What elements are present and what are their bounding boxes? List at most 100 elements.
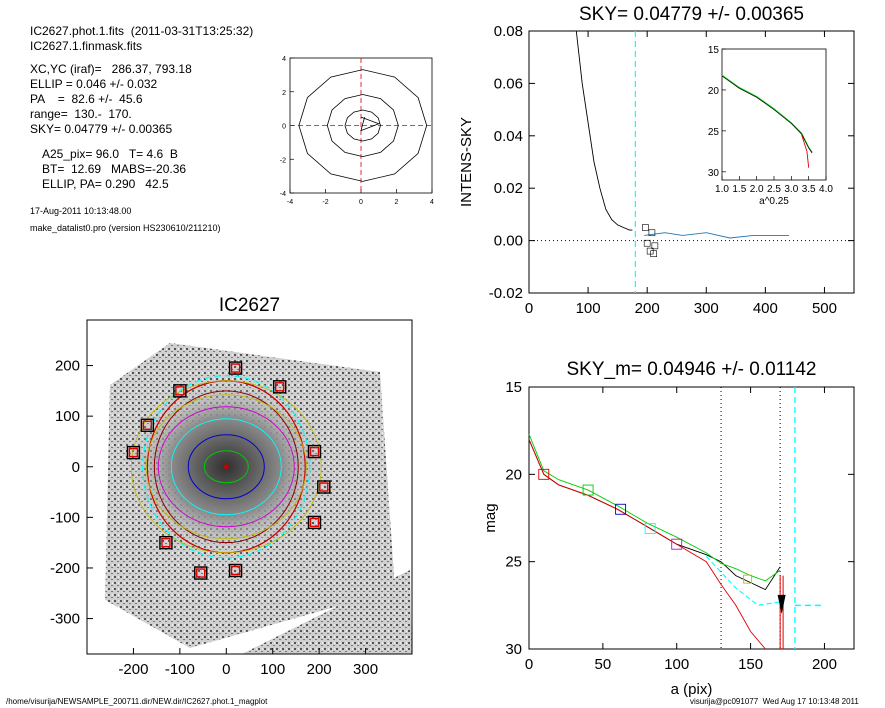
mag-plot-ylabel: mag — [482, 503, 499, 532]
sky-plot-frame — [528, 30, 855, 294]
mag-series-line — [528, 434, 781, 582]
sky-region-marker — [648, 229, 656, 237]
sky-series-line — [644, 232, 789, 239]
galaxy-ytick-label: 200 — [55, 358, 80, 375]
inset-xtick-label: 4.0 — [819, 184, 833, 195]
footer-user-date: visurija@pc091077 Wed Aug 17 10:13:48 20… — [690, 697, 859, 706]
inset-xtick-label: 3.5 — [802, 184, 816, 195]
sky-region-box-inner — [230, 363, 241, 373]
sky-ytick-label: 0.08 — [494, 23, 523, 40]
info-a25: A25_pix= 96.0 T= 4.6 B — [42, 147, 178, 161]
galaxy-xtick-label: 300 — [353, 661, 378, 678]
inset-frame — [721, 48, 827, 181]
sky-region-box-inner — [274, 382, 285, 392]
sky-region-box — [140, 418, 155, 432]
sky-series-line — [575, 30, 633, 231]
mag-marker-box — [644, 523, 656, 534]
mag-xtick-label: 0 — [525, 656, 533, 673]
inset-xtick-label: 2.5 — [767, 184, 781, 195]
info-date: 17-Aug-2011 10:13:48.00 — [30, 206, 132, 216]
mag-marker-box — [582, 484, 594, 496]
inset-ytick-label: 25 — [708, 127, 720, 138]
sky-xtick-label: 0 — [525, 300, 533, 317]
sky-region-marker — [643, 239, 651, 247]
mag-ytick-label: 20 — [505, 466, 522, 483]
mag-plot-frame — [528, 386, 855, 650]
info-bt: BT= 12.69 MABS=-20.36 — [42, 162, 187, 176]
center-ytick-label: 4 — [282, 56, 286, 63]
inset-xtick-label: 3.0 — [784, 184, 798, 195]
galaxy-isophote — [153, 390, 299, 544]
galaxy-center-marker — [223, 464, 229, 470]
galaxy-isophote — [157, 406, 295, 528]
center-xtick-label: -2 — [322, 199, 328, 206]
inset-green-line — [721, 74, 813, 153]
sky-region-marker — [646, 247, 654, 255]
center-contour — [298, 69, 428, 182]
center-contour — [344, 109, 381, 142]
mag-xtick-label: 100 — [664, 656, 689, 673]
sky-region-box-inner — [230, 565, 241, 576]
galaxy-xtick-label: 100 — [260, 661, 285, 678]
galaxy-ytick-label: -200 — [50, 560, 80, 577]
info-ellip-pa: ELLIP, PA= 0.290 42.5 — [42, 177, 169, 191]
sky-xtick-label: 100 — [576, 300, 601, 317]
sky-region-box-inner — [196, 568, 206, 578]
info-mask-line: IC2627.1.finmask.fits — [30, 39, 143, 53]
sky-region-box — [159, 535, 173, 550]
mag-ytick-label: 25 — [505, 554, 522, 571]
center-ytick-label: -4 — [280, 191, 286, 198]
sky-xtick-label: 400 — [753, 300, 778, 317]
galaxy-ytick-label: -100 — [50, 509, 80, 526]
mag-marker-box — [538, 468, 550, 480]
center-triangle — [360, 116, 380, 132]
sky-region-marker — [642, 224, 649, 231]
sky-xtick-label: 500 — [812, 300, 837, 317]
center-ytick-label: 2 — [282, 90, 286, 97]
center-contour — [326, 94, 399, 158]
sky-ytick-label: -0.02 — [489, 285, 523, 302]
sky-region-box-inner — [319, 482, 329, 492]
center-xtick-label: 4 — [430, 199, 434, 206]
inset-xlabel: a^0.25 — [759, 196, 789, 207]
inset-black-line — [721, 75, 813, 154]
galaxy-isophote — [170, 418, 282, 516]
galaxy-ytick-label: -300 — [50, 611, 80, 628]
galaxy-xtick-label: 200 — [307, 661, 332, 678]
mag-marker-box — [743, 574, 753, 584]
mag-cyan-line — [705, 556, 781, 606]
inset-ytick-label: 30 — [708, 168, 720, 179]
sky-region-box — [307, 444, 322, 459]
inset-red-line — [801, 134, 810, 168]
info-xcyc: XC,YC (iraf)= 286.37, 793.18 — [30, 62, 192, 76]
center-ytick-label: -2 — [280, 157, 286, 164]
mag-xtick-label: 150 — [738, 656, 763, 673]
center-xtick-label: -4 — [287, 199, 293, 206]
sky-plot-title: SKY= 0.04779 +/- 0.00365 — [579, 4, 804, 25]
inset-ytick-label: 20 — [708, 86, 720, 97]
info-pa: PA = 82.6 +/- 45.6 — [30, 92, 143, 106]
sky-region-box-inner — [161, 537, 171, 548]
mag-xtick-label: 50 — [595, 656, 612, 673]
sky-region-box-inner — [175, 386, 185, 396]
sky-ytick-label: 0.04 — [494, 128, 523, 145]
sky-region-box — [307, 515, 322, 530]
mag-ytick-label: 30 — [505, 641, 522, 658]
mag-marker-box — [671, 538, 683, 550]
sky-region-box — [194, 566, 208, 580]
sky-region-box — [126, 445, 141, 460]
inset-xtick-label: 1.5 — [732, 184, 746, 195]
center-ytick-label: 0 — [282, 124, 286, 131]
info-ellip: ELLIP = 0.046 +/- 0.032 — [30, 77, 158, 91]
mag-ytick-label: 15 — [505, 379, 522, 396]
sky-ytick-label: 0.00 — [494, 233, 523, 250]
sky-region-box — [228, 361, 243, 375]
footer-path: /home/visurija/NEWSAMPLE_200711.dir/NEW.… — [6, 697, 268, 706]
galaxy-isophote — [130, 380, 322, 554]
sky-region-marker — [650, 250, 657, 257]
mag-marker-box — [615, 503, 627, 515]
galaxy-isophote — [145, 394, 307, 540]
galaxy-isophote — [142, 375, 311, 559]
mag-plot-title: SKY_m= 0.04946 +/- 0.01142 — [567, 359, 817, 380]
sky-ytick-label: 0.06 — [494, 75, 523, 92]
